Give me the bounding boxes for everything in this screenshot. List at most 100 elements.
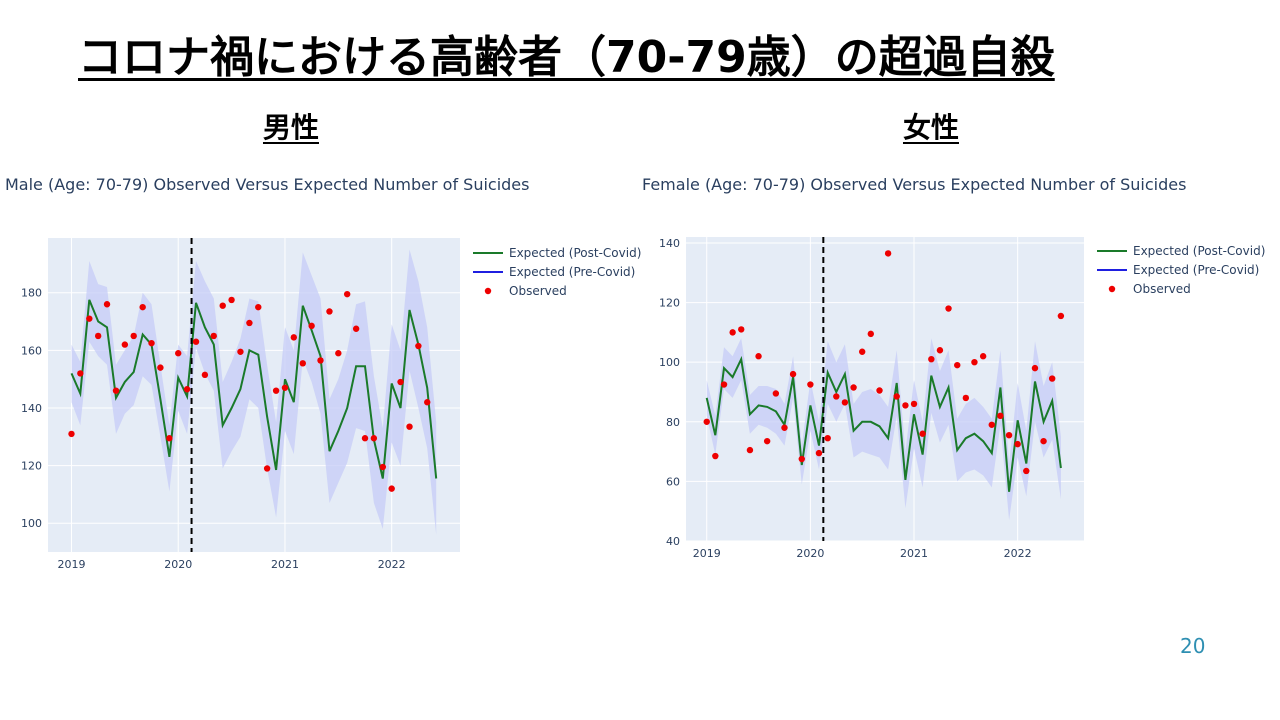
observed-point [1031,364,1039,372]
observed-point [157,364,164,371]
observed-point [94,332,102,340]
observed-point [397,378,404,386]
observed-point [928,355,935,363]
observed-point [971,358,978,366]
observed-point [139,303,146,311]
observed-point [86,315,93,322]
observed-point [210,332,217,340]
observed-point [988,421,995,428]
observed-point [979,353,987,360]
observed-point [867,330,875,338]
y-tick-label: 140 [659,237,680,250]
observed-point [361,435,369,442]
observed-point [712,452,719,460]
observed-point [824,434,831,442]
observed-point [858,348,866,355]
legend-label: Observed [509,284,567,298]
legend-label: Observed [1133,282,1191,296]
observed-point [388,485,395,492]
y-tick-label: 120 [659,297,680,310]
observed-point [281,384,289,391]
observed-point [720,381,728,388]
y-tick-label: 180 [21,287,42,300]
female-section-label: 女性 [902,111,959,144]
x-tick-label: 2020 [796,547,824,560]
y-tick-label: 140 [21,402,42,415]
observed-point [415,342,422,350]
observed-point [936,347,944,354]
legend-swatch [1108,285,1116,293]
y-tick-label: 60 [666,475,680,488]
observed-point [1057,312,1065,320]
observed-point [379,463,387,471]
observed-point [192,338,200,345]
observed-point [807,381,814,388]
observed-point [850,384,857,391]
observed-point [746,446,754,454]
observed-point [121,341,129,348]
y-tick-label: 40 [666,535,680,548]
female-chart-title: Female (Age: 70-79) Observed Versus Expe… [642,175,1187,194]
observed-point [77,370,84,377]
observed-point [175,350,182,357]
observed-point [335,350,342,357]
observed-point [919,430,926,437]
expected-post-covid-line [70,299,438,479]
y-tick-label: 100 [21,517,42,530]
observed-point [945,305,952,312]
observed-point [1040,437,1047,445]
observed-point [781,424,788,431]
male-chart: 100 120 140 160 180 2019 2020 2021 2022 Expected … [21,238,641,571]
observed-point [246,319,253,327]
observed-point [112,387,120,394]
x-tick-label: 2020 [164,558,192,571]
y-tick-label: 80 [666,416,680,429]
observed-point [326,308,333,315]
observed-point [317,357,324,364]
observed-point [219,302,226,309]
observed-point [772,390,780,397]
observed-point [755,353,762,360]
observed-point [789,370,797,378]
expected-band [71,249,437,535]
observed-point [729,329,736,336]
observed-point [833,393,840,400]
legend-label: Expected (Pre-Covid) [509,265,635,279]
observed-point [738,326,745,333]
observed-point [183,386,191,393]
observed-point [884,250,892,257]
x-tick-label: 2022 [1004,547,1032,560]
observed-point [343,290,351,298]
female-chart: 40 60 80 100 120 140 2019 2020 2021 2022 Expected … [659,237,1265,560]
observed-point [997,412,1004,420]
x-tick-label: 2022 [378,558,406,571]
observed-point [68,430,75,438]
observed-point [166,435,173,442]
observed-point [893,393,900,400]
observed-point [841,399,849,406]
observed-point [130,332,137,340]
observed-point [308,322,315,330]
observed-point [1048,375,1056,382]
observed-point [424,399,431,406]
observed-point [255,303,262,311]
observed-point [798,455,805,463]
legend-label: Expected (Post-Covid) [1133,244,1265,258]
observed-point [763,437,771,445]
observed-point [1014,440,1021,448]
y-tick-label: 120 [21,460,42,473]
legend-label: Expected (Pre-Covid) [1133,263,1259,277]
observed-point [954,361,961,369]
x-tick-label: 2021 [271,558,299,571]
male-section-label: 男性 [262,111,319,144]
observed-point [1023,467,1030,475]
observed-point [272,387,280,394]
observed-point [370,435,378,442]
observed-point [876,387,883,394]
expected-post-covid-line [705,355,1062,492]
observed-point [148,339,155,347]
x-tick-label: 2019 [57,558,85,571]
legend-swatch [484,287,492,295]
legend-label: Expected (Post-Covid) [509,246,641,260]
page-number: 20 [1180,634,1206,658]
